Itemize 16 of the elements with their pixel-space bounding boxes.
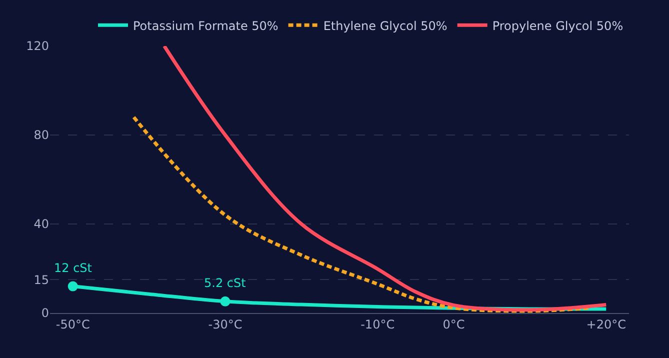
x-tick-label: -10°C [360,317,395,332]
x-tick-label: -50°C [56,317,90,332]
legend-label: Ethylene Glycol 50% [323,18,448,33]
y-tick-label: 120 [26,39,49,54]
x-tick-label: 0°C [442,317,465,332]
x-tick-label: +20°C [586,317,626,332]
y-tick-label: 0 [41,306,49,320]
legend-label: Propylene Glycol 50% [492,18,624,33]
y-tick-label: 40 [34,217,49,232]
y-tick-label: 80 [34,128,49,142]
line-series [162,46,608,312]
annotation: 12 cSt [54,261,92,275]
x-tick-label: -30°C [208,317,242,332]
legend-label: Potassium Formate 50% [133,18,278,33]
annotation: 5.2 cSt [204,276,246,290]
y-tick-label: 15 [34,272,49,287]
